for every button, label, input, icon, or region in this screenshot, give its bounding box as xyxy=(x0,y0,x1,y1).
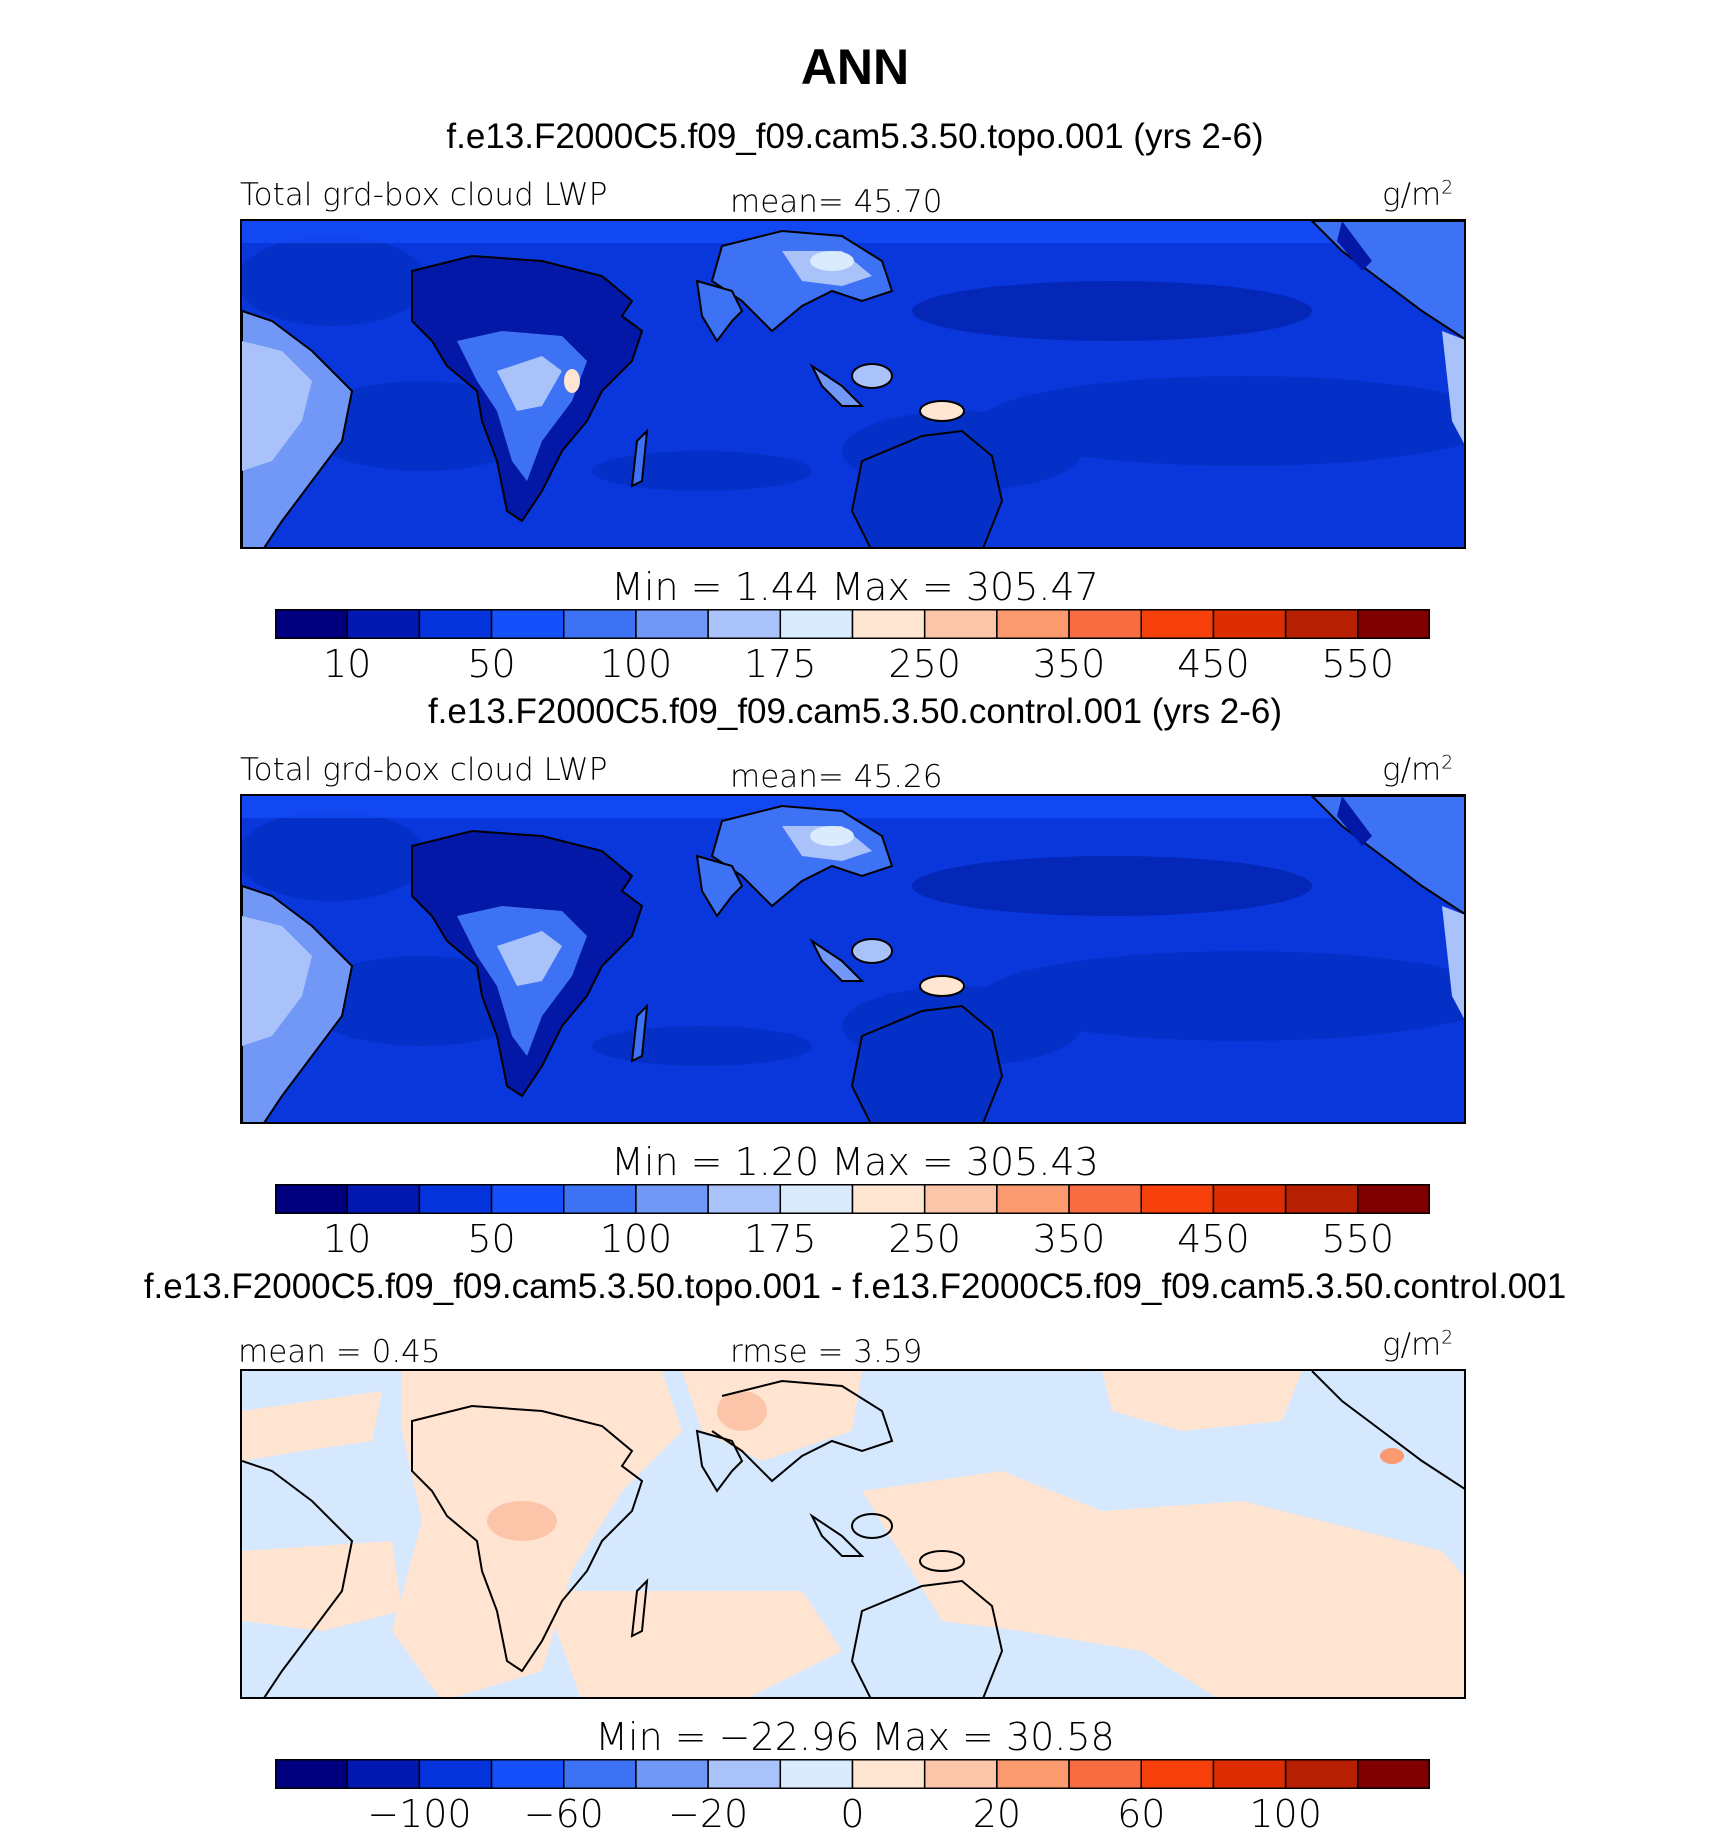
colorbar-swatch xyxy=(1068,1759,1142,1789)
panel-topo-case-title: f.e13.F2000C5.f09_f09.cam5.3.50.topo.001… xyxy=(446,117,1264,156)
colorbar-swatch xyxy=(779,1759,854,1789)
colorbar-tick-label: 100 xyxy=(1249,1792,1322,1836)
panel-diff-map xyxy=(240,1369,1466,1699)
panel-diff-mean-label: mean = 0.45 xyxy=(238,1334,441,1370)
colorbar-swatch xyxy=(851,1759,926,1789)
colorbar-swatch xyxy=(346,609,421,639)
colorbar-tick-label: 0 xyxy=(840,1792,865,1836)
colorbar-swatch xyxy=(1212,1759,1287,1789)
colorbar-swatch xyxy=(275,1184,348,1214)
colorbar-swatch xyxy=(1140,1759,1215,1789)
panel-topo-mean-label: mean= 45.70 xyxy=(730,184,943,220)
panel-control-colorbar xyxy=(275,1184,1430,1214)
colorbar-swatch xyxy=(563,1759,637,1789)
colorbar-swatch xyxy=(996,609,1070,639)
colorbar-swatch xyxy=(707,1184,782,1214)
colorbar-tick-label: 175 xyxy=(744,642,817,686)
colorbar-swatch xyxy=(635,1184,709,1214)
colorbar-swatch xyxy=(1068,609,1142,639)
colorbar-tick-label: 550 xyxy=(1321,642,1395,686)
colorbar-tick-label: 450 xyxy=(1177,642,1250,686)
colorbar-tick-label: 550 xyxy=(1321,1217,1395,1261)
colorbar-tick-label: 20 xyxy=(972,1792,1022,1836)
colorbar-swatch xyxy=(923,1184,998,1214)
colorbar-swatch xyxy=(1140,609,1215,639)
panel-diff-rmse-label: rmse = 3.59 xyxy=(730,1334,923,1370)
colorbar-swatch xyxy=(563,609,637,639)
colorbar-swatch xyxy=(563,1184,637,1214)
colorbar-swatch xyxy=(635,1759,709,1789)
colorbar-swatch xyxy=(779,1184,854,1214)
panel-topo-map xyxy=(240,219,1466,549)
colorbar-swatch xyxy=(418,609,493,639)
colorbar-swatch xyxy=(418,1184,493,1214)
main-title: ANN xyxy=(800,39,910,95)
panel-control-minmax: Min = 1.20 Max = 305.43 xyxy=(611,1140,1099,1184)
colorbar-swatch xyxy=(1212,1184,1287,1214)
colorbar-swatch xyxy=(923,1759,998,1789)
panel-control-mean-label: mean= 45.26 xyxy=(730,759,943,795)
colorbar-swatch xyxy=(1357,1184,1430,1214)
colorbar-swatch xyxy=(346,1759,421,1789)
colorbar-swatch xyxy=(490,1759,565,1789)
colorbar-swatch xyxy=(851,609,926,639)
colorbar-tick-label: 50 xyxy=(467,642,516,686)
colorbar-swatch xyxy=(275,1759,348,1789)
colorbar-tick-label: −20 xyxy=(668,1792,749,1836)
colorbar-frame xyxy=(275,1184,1430,1214)
panel-control-map xyxy=(240,794,1466,1124)
colorbar-swatch xyxy=(1284,1184,1359,1214)
panel-diff-case-title: f.e13.F2000C5.f09_f09.cam5.3.50.topo.001… xyxy=(143,1267,1567,1306)
colorbar-swatch xyxy=(1284,609,1359,639)
colorbar-tick-label: 100 xyxy=(599,1217,673,1261)
panel-topo-colorbar xyxy=(275,609,1430,639)
colorbar-tick-label: 10 xyxy=(323,1217,372,1261)
colorbar-tick-label: 450 xyxy=(1177,1217,1250,1261)
colorbar-frame xyxy=(275,1759,1430,1789)
panel-topo-minmax: Min = 1.44 Max = 305.47 xyxy=(611,565,1099,609)
panel-topo-variable-label: Total grd-box cloud LWP xyxy=(240,177,608,213)
colorbar-swatch xyxy=(1140,1184,1215,1214)
panel-control-variable-label: Total grd-box cloud LWP xyxy=(240,752,608,788)
colorbar-swatch xyxy=(996,1759,1070,1789)
colorbar-swatch xyxy=(996,1184,1070,1214)
colorbar-tick-label: 250 xyxy=(888,1217,961,1261)
colorbar-tick-label: 350 xyxy=(1032,642,1106,686)
colorbar-tick-label: −60 xyxy=(523,1792,604,1836)
colorbar-swatch xyxy=(635,609,709,639)
colorbar-swatch xyxy=(779,609,854,639)
colorbar-tick-label: −100 xyxy=(367,1792,472,1836)
colorbar-tick-label: 350 xyxy=(1032,1217,1106,1261)
panel-diff-colorbar xyxy=(275,1759,1430,1789)
colorbar-tick-label: 250 xyxy=(888,642,961,686)
panel-topo-units: g/m2 xyxy=(1382,177,1454,213)
colorbar-swatch xyxy=(490,1184,565,1214)
colorbar-swatch xyxy=(346,1184,421,1214)
colorbar-swatch xyxy=(275,609,348,639)
colorbar-swatch xyxy=(851,1184,926,1214)
panel-control-case-title: f.e13.F2000C5.f09_f09.cam5.3.50.control.… xyxy=(427,692,1283,731)
colorbar-swatch xyxy=(1357,609,1430,639)
colorbar-swatch xyxy=(707,609,782,639)
panel-control-units: g/m2 xyxy=(1382,752,1454,788)
colorbar-swatch xyxy=(1357,1759,1430,1789)
colorbar-swatch xyxy=(490,609,565,639)
colorbar-tick-label: 175 xyxy=(744,1217,817,1261)
colorbar-swatch xyxy=(1068,1184,1142,1214)
colorbar-tick-label: 10 xyxy=(323,642,372,686)
colorbar-swatch xyxy=(1284,1759,1359,1789)
colorbar-swatch xyxy=(923,609,998,639)
colorbar-swatch xyxy=(418,1759,493,1789)
panel-diff-minmax: Min = −22.96 Max = 30.58 xyxy=(595,1715,1115,1759)
colorbar-tick-label: 100 xyxy=(599,642,673,686)
colorbar-swatch xyxy=(707,1759,782,1789)
panel-diff-units: g/m2 xyxy=(1382,1327,1454,1363)
colorbar-swatch xyxy=(1212,609,1287,639)
colorbar-tick-label: 50 xyxy=(467,1217,516,1261)
colorbar-frame xyxy=(275,609,1430,639)
colorbar-tick-label: 60 xyxy=(1117,1792,1166,1836)
